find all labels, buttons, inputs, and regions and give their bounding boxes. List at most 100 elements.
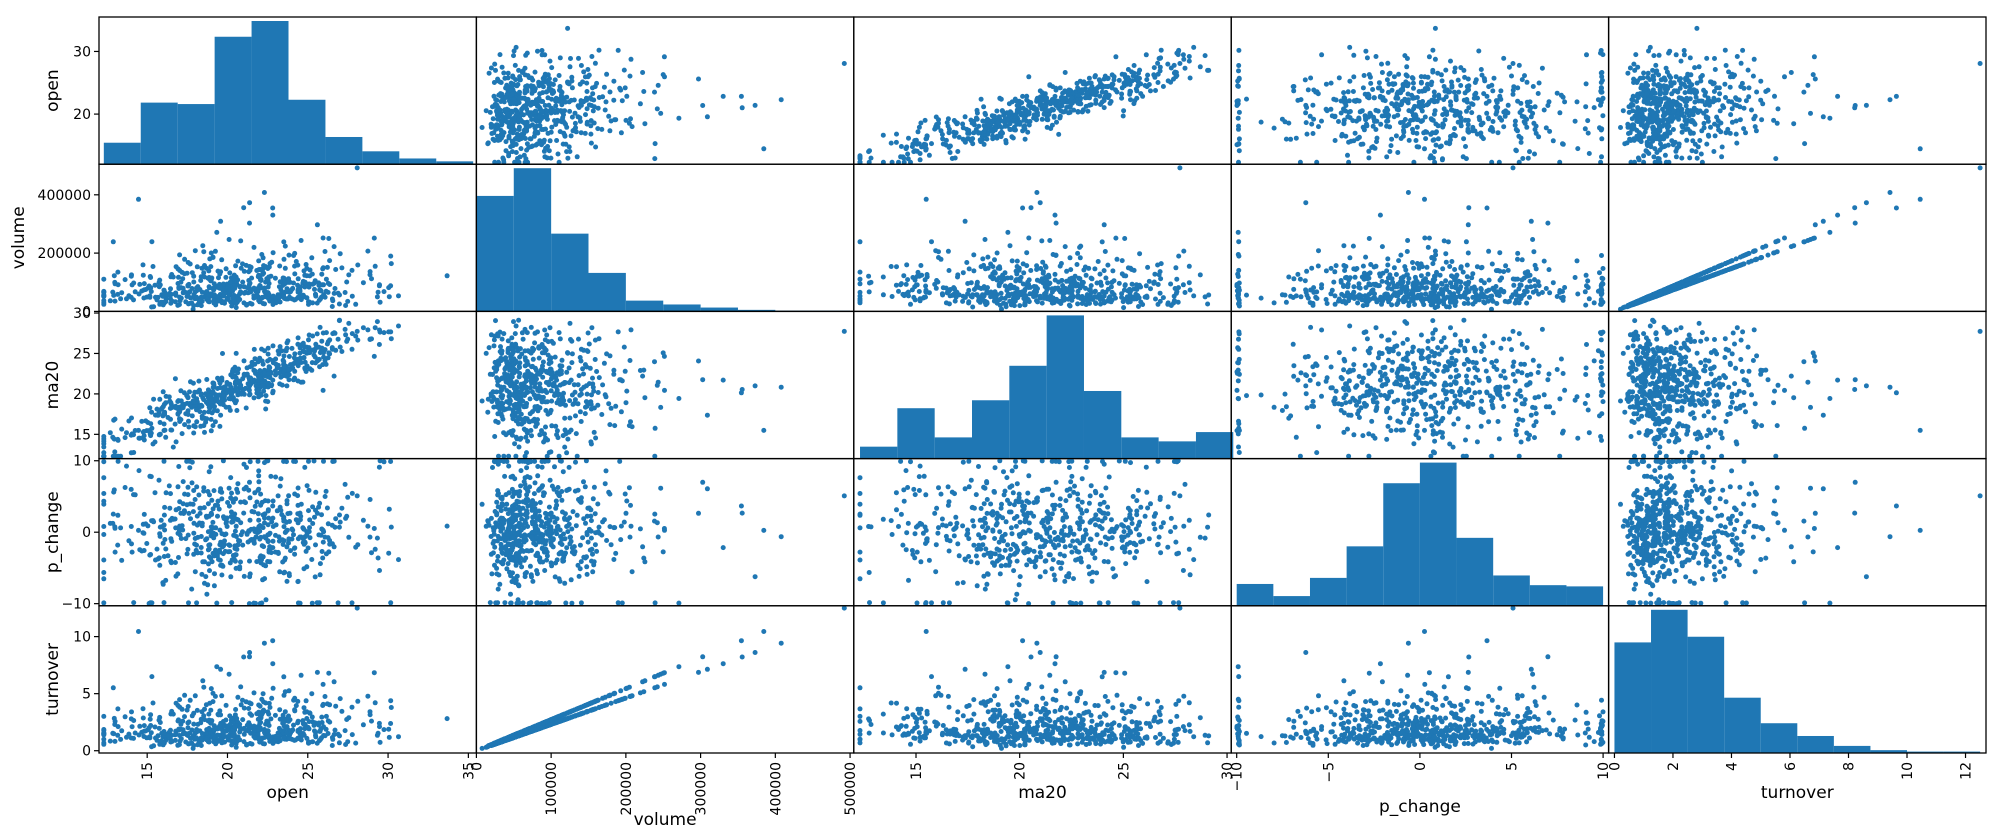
point-open-vs-ma20-191: [1131, 63, 1137, 68]
point-open-vs-volume-454: [533, 109, 539, 115]
point-volume-vs-turnover-523: [1705, 274, 1711, 280]
point-open-vs-p_change-191: [1236, 63, 1242, 68]
point-volume-vs-p_change-339: [1583, 272, 1589, 278]
point-open-vs-ma20-544: [1102, 73, 1108, 79]
point-volume-vs-p_change-406: [1418, 281, 1424, 287]
point-open-vs-p_change-227: [1595, 97, 1601, 103]
point-open-vs-volume-533: [537, 114, 542, 120]
point-volume-vs-ma20-74: [896, 288, 901, 294]
point-open-vs-turnover-492: [1676, 77, 1682, 83]
point-open-vs-ma20-319: [994, 108, 1000, 114]
point-volume-vs-open-120: [320, 235, 326, 241]
point-open-vs-p_change-358: [1384, 154, 1390, 160]
point-open-vs-p_change-374: [1547, 128, 1553, 134]
point-open-vs-turnover-382: [1698, 151, 1704, 157]
point-open-vs-p_change-100: [1370, 87, 1376, 92]
point-open-vs-p_change-301: [1465, 76, 1471, 82]
point-ma20-vs-open-108: [119, 426, 125, 432]
point-volume-vs-p_change-557: [1379, 301, 1384, 307]
point-volume-vs-ma20-497: [992, 289, 998, 295]
point-open-vs-p_change-502: [1499, 117, 1505, 123]
point-volume-vs-p_change-564: [1235, 274, 1241, 279]
point-volume-vs-ma20-389: [988, 274, 994, 280]
point-open-vs-p_change-539: [1400, 119, 1406, 125]
point-open-vs-ma20-551: [1119, 91, 1125, 97]
point-open-vs-ma20-594: [929, 141, 934, 147]
point-open-vs-ma20-463: [966, 130, 972, 136]
point-volume-vs-p_change-316: [1406, 303, 1412, 309]
point-open-vs-ma20-479: [952, 155, 958, 161]
point-open-vs-turnover-140: [1711, 149, 1717, 154]
point-volume-vs-open-587: [307, 267, 313, 273]
point-volume-vs-ma20-97: [1119, 258, 1125, 264]
point-open-vs-volume-570: [515, 82, 521, 87]
point-volume-vs-ma20-594: [929, 239, 934, 245]
point-open-vs-ma20-260: [952, 133, 957, 139]
point-volume-vs-p_change-169: [1425, 271, 1431, 277]
point-volume-vs-open-526: [286, 279, 292, 285]
point-open-vs-p_change-413: [1465, 126, 1471, 132]
point-volume-vs-p_change-181: [1489, 261, 1495, 267]
point-ma20-vs-open-0: [372, 325, 378, 331]
point-open-vs-turnover-514: [1653, 70, 1659, 75]
point-open-vs-turnover-89: [1673, 154, 1679, 160]
point-volume-vs-open-466: [265, 284, 271, 290]
point-volume-vs-p_change-518: [1290, 295, 1296, 300]
point-open-vs-p_change-55: [1293, 135, 1299, 141]
point-open-vs-ma20-512: [1055, 98, 1061, 104]
point-volume-vs-ma20-554: [1140, 302, 1146, 307]
point-open-vs-turnover-396: [1681, 48, 1687, 53]
point-open-vs-turnover-571: [1650, 134, 1656, 140]
point-open-vs-ma20-588: [964, 126, 970, 132]
point-open-vs-turnover-486: [1675, 114, 1681, 120]
point-volume-vs-open-583: [247, 200, 253, 206]
point-volume-vs-open-597: [286, 252, 292, 258]
point-open-vs-turnover-511: [1641, 70, 1647, 76]
point-open-vs-volume-548: [495, 125, 501, 131]
point-volume-vs-ma20-381: [996, 281, 1002, 287]
point-open-vs-ma20-465: [1009, 99, 1015, 105]
point-volume-vs-open-254: [322, 294, 328, 300]
point-open-vs-ma20-271: [1027, 119, 1033, 124]
point-open-vs-turnover-318: [1727, 84, 1733, 90]
point-volume-vs-ma20-7: [857, 281, 863, 287]
point-open-vs-p_change-463: [1533, 130, 1539, 136]
point-open-vs-p_change-456: [1361, 73, 1367, 78]
point-open-vs-turnover-245: [1633, 52, 1639, 58]
point-volume-vs-p_change-531: [1454, 272, 1460, 278]
point-volume-vs-ma20-354: [1045, 286, 1051, 291]
point-open-vs-ma20-82: [1121, 108, 1127, 114]
point-volume-vs-p_change-6: [1426, 235, 1432, 241]
point-volume-vs-ma20-453: [999, 295, 1005, 301]
point-open-vs-volume-487: [492, 102, 498, 107]
point-open-vs-volume-119: [655, 82, 661, 88]
point-open-vs-ma20-559: [1039, 116, 1045, 122]
point-open-vs-p_change-356: [1452, 69, 1458, 75]
point-volume-vs-open-147: [223, 274, 229, 280]
point-volume-vs-ma20-586: [995, 265, 1001, 271]
point-volume-vs-open-519: [376, 283, 382, 289]
point-volume-vs-ma20-168: [980, 256, 986, 262]
point-volume-vs-p_change-164: [1545, 220, 1551, 226]
point-volume-vs-ma20-427: [1014, 271, 1020, 277]
point-open-vs-p_change-159: [1235, 115, 1241, 121]
point-open-vs-volume-491: [520, 105, 526, 110]
point-open-vs-p_change-252: [1363, 48, 1369, 54]
point-open-vs-volume-405: [535, 103, 540, 109]
point-volume-vs-open-508: [149, 304, 155, 310]
point-open-vs-p_change-590: [1418, 100, 1424, 106]
point-open-vs-p_change-409: [1426, 99, 1432, 105]
point-open-vs-p_change-170: [1476, 114, 1482, 120]
point-open-vs-p_change-415: [1449, 83, 1455, 89]
point-volume-vs-ma20-178: [1043, 264, 1049, 270]
point-open-vs-turnover-428: [1711, 97, 1717, 103]
point-open-vs-p_change-383: [1458, 115, 1464, 121]
point-open-vs-p_change-477: [1348, 138, 1354, 144]
point-volume-vs-ma20-92: [857, 239, 863, 245]
point-open-vs-volume-364: [543, 145, 549, 151]
point-open-vs-p_change-196: [1583, 104, 1589, 110]
point-open-vs-ma20-487: [1098, 102, 1103, 107]
point-open-vs-ma20-581: [1044, 108, 1050, 113]
point-open-vs-ma20-420: [894, 131, 899, 137]
point-open-vs-volume-188: [546, 148, 552, 154]
